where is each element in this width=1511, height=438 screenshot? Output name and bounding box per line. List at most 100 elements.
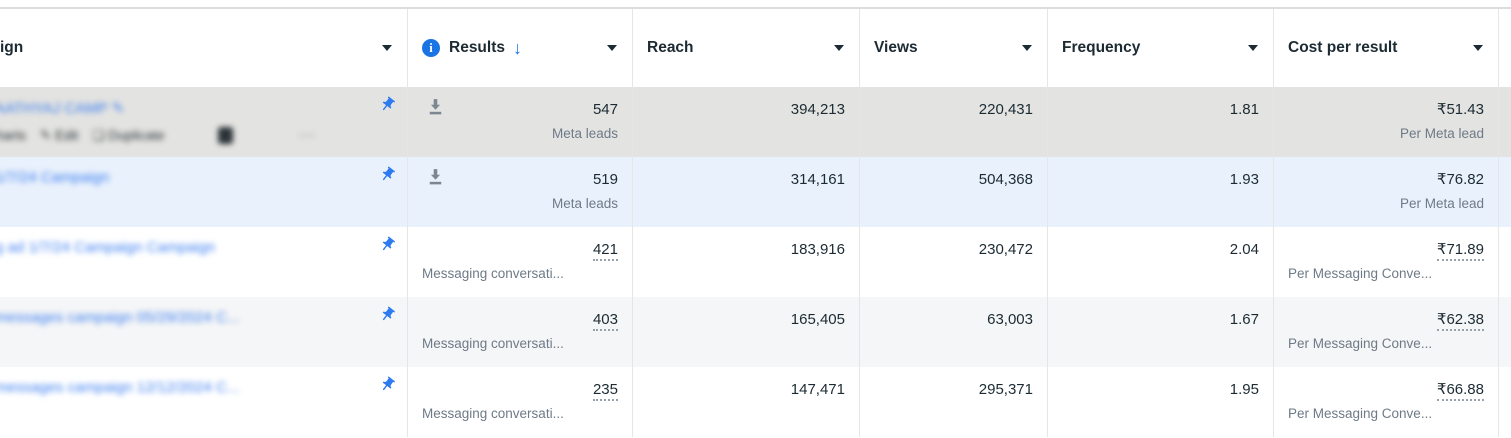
chevron-down-icon[interactable] [834,45,844,51]
frequency-value: 1.81 [1229,101,1259,118]
cost-cell: ₹71.89 Per Messaging Conve... [1274,227,1499,297]
views-cell: 220,431 [860,87,1048,157]
table-row[interactable]: AATHYAJ CAMP ✎ harts ✎ Edit ❏ Duplicate … [0,87,1511,157]
reach-value: 394,213 [790,101,845,118]
sort-descending-icon[interactable]: ↓ [513,38,522,58]
duplicate-action-blurred[interactable]: ❏ Duplicate [92,127,165,143]
cost-sublabel: Per Meta lead [1399,126,1484,141]
results-cell: 235 Messaging conversati... [408,367,633,437]
reach-cell: 314,161 [633,157,860,227]
results-value-estimated: 235 [592,381,618,401]
next-column-partial [1499,87,1511,157]
download-results-icon[interactable] [427,98,444,116]
next-column-partial [1499,297,1511,367]
chevron-down-icon[interactable] [607,45,617,51]
row-hover-actions-blurred[interactable]: harts ✎ Edit ❏ Duplicate ··· [0,127,393,144]
reach-cell: 394,213 [633,87,860,157]
more-actions-blurred[interactable]: ··· [299,128,316,143]
chevron-down-icon[interactable] [1473,45,1483,51]
column-header-campaign[interactable]: ign [0,9,408,87]
reach-cell: 183,916 [633,227,860,297]
frequency-cell: 1.95 [1048,367,1274,437]
frequency-cell: 1.93 [1048,157,1274,227]
campaign-name-link-blurred[interactable]: messages campaign 05/29/2024 C... [0,309,240,326]
next-column-partial [1499,157,1511,227]
pushpin-icon[interactable] [379,96,396,113]
download-results-icon[interactable] [427,168,444,186]
column-header-next-partial [1499,9,1511,87]
reach-cell: 165,405 [633,297,860,367]
edit-action-blurred[interactable]: ✎ Edit [40,127,79,143]
results-sublabel: Messaging conversati... [422,266,564,281]
cost-sublabel: Per Meta lead [1399,196,1484,211]
cost-value-estimated: ₹71.89 [1436,241,1484,261]
frequency-value: 1.95 [1229,381,1259,398]
table-row[interactable]: g ad 1/7/24 Campaign Campaign 421 Messag… [0,227,1511,297]
frequency-value: 1.67 [1229,311,1259,328]
views-value: 63,003 [987,311,1033,328]
campaign-header-label: ign [0,39,24,56]
table-row[interactable]: 1/7/24 Campaign 519 Meta leads 314,161 5… [0,157,1511,227]
view-charts-action-blurred[interactable]: harts [0,128,27,143]
reach-value: 183,916 [790,241,845,258]
column-header-reach[interactable]: Reach [633,9,860,87]
info-icon[interactable]: i [422,39,440,57]
column-header-frequency[interactable]: Frequency [1048,9,1274,87]
campaign-cell[interactable]: messages campaign 12/12/2024 C... [0,367,408,437]
table-top-border [0,7,1511,9]
frequency-header-label: Frequency [1062,39,1141,56]
results-cell: 547 Meta leads [408,87,633,157]
table-row[interactable]: messages campaign 12/12/2024 C... 235 Me… [0,367,1511,437]
cost-cell: ₹66.88 Per Messaging Conve... [1274,367,1499,437]
campaign-name-link-blurred[interactable]: 1/7/24 Campaign [0,169,110,186]
table-header-row: ign i Results ↓ Reach Views Frequency [0,9,1511,87]
column-header-views[interactable]: Views [860,9,1048,87]
reach-cell: 147,471 [633,367,860,437]
frequency-value: 1.93 [1229,171,1259,188]
campaign-name-link-blurred[interactable]: AATHYAJ CAMP ✎ [0,100,125,117]
frequency-value: 2.04 [1229,241,1259,258]
views-value: 295,371 [978,381,1033,398]
cost-sublabel: Per Messaging Conve... [1288,406,1433,421]
campaign-cell[interactable]: 1/7/24 Campaign [0,157,408,227]
reach-header-label: Reach [647,39,694,56]
pin-action-icon-blurred[interactable] [218,127,234,144]
results-value-estimated: 421 [592,241,618,261]
next-column-partial [1499,227,1511,297]
chevron-down-icon[interactable] [1022,45,1032,51]
pushpin-icon[interactable] [379,236,396,253]
cost-sublabel: Per Messaging Conve... [1288,336,1433,351]
pushpin-icon[interactable] [379,306,396,323]
results-header-label: Results [449,39,505,56]
next-column-partial [1499,367,1511,437]
cost-cell: ₹62.38 Per Messaging Conve... [1274,297,1499,367]
column-header-results[interactable]: i Results ↓ [408,9,633,87]
campaign-cell[interactable]: g ad 1/7/24 Campaign Campaign [0,227,408,297]
table-row[interactable]: messages campaign 05/29/2024 C... 403 Me… [0,297,1511,367]
views-value: 230,472 [978,241,1033,258]
campaign-name-link-blurred[interactable]: g ad 1/7/24 Campaign Campaign [0,239,216,256]
results-value: 547 [592,101,618,118]
pushpin-icon[interactable] [379,166,396,183]
reach-value: 165,405 [790,311,845,328]
reach-value: 147,471 [790,381,845,398]
pushpin-icon[interactable] [379,376,396,393]
results-value-estimated: 403 [592,311,618,331]
results-sublabel: Meta leads [551,196,618,211]
chevron-down-icon[interactable] [1248,45,1258,51]
campaign-name-link-blurred[interactable]: messages campaign 12/12/2024 C... [0,379,240,396]
views-cell: 230,472 [860,227,1048,297]
results-sublabel: Messaging conversati... [422,336,564,351]
chevron-down-icon[interactable] [382,45,392,51]
views-cell: 63,003 [860,297,1048,367]
cost-value-estimated: ₹66.88 [1436,381,1484,401]
cost-value: ₹51.43 [1436,101,1484,118]
campaign-cell[interactable]: messages campaign 05/29/2024 C... [0,297,408,367]
results-sublabel: Meta leads [551,126,618,141]
cost-value: ₹76.82 [1436,171,1484,188]
frequency-cell: 1.67 [1048,297,1274,367]
cost-cell: ₹51.43 Per Meta lead [1274,87,1499,157]
column-header-cost-per-result[interactable]: Cost per result [1274,9,1499,87]
campaign-cell[interactable]: AATHYAJ CAMP ✎ harts ✎ Edit ❏ Duplicate … [0,87,408,157]
